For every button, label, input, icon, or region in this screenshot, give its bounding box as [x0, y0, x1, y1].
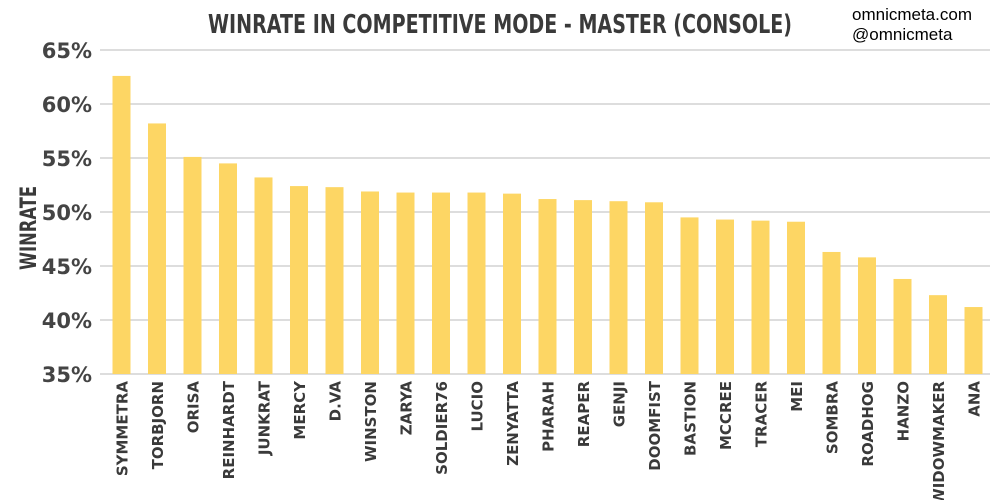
bar-genji	[609, 201, 628, 374]
category-label: MEI	[788, 381, 806, 412]
bar-orisa	[183, 156, 202, 374]
category-label: SOMBRA	[824, 381, 842, 454]
category-label: LUCIO	[469, 381, 487, 432]
bar-reinhardt	[219, 163, 237, 374]
bar-roadhog	[858, 257, 876, 374]
y-tick-label: 50%	[42, 201, 92, 225]
bar-zarya	[396, 192, 415, 374]
x-axis-categories: SYMMETRA TORBJORN ORISA REINHARDT JUNKRAT MER…	[114, 380, 984, 500]
bar-symmetra	[112, 75, 131, 375]
bar-hanzo	[893, 278, 912, 374]
bar-soldier76	[432, 192, 450, 374]
y-axis-label: WINRATE	[17, 186, 42, 270]
category-label: BASTION	[682, 381, 700, 456]
bar-torbjorn	[148, 123, 166, 374]
category-label: GENJI	[611, 381, 629, 427]
y-tick-label: 55%	[42, 147, 92, 171]
y-tick-label: 60%	[42, 93, 92, 117]
y-tick-label: 45%	[42, 255, 92, 279]
bar-mei	[787, 221, 805, 374]
y-tick-label: 65%	[42, 39, 92, 63]
bar-widowmaker	[929, 295, 947, 374]
y-tick-label: 35%	[42, 363, 92, 387]
category-label: HANZO	[895, 381, 913, 441]
category-label: SYMMETRA	[114, 381, 132, 477]
category-label: REINHARDT	[220, 380, 238, 479]
bar-ana	[964, 307, 983, 374]
y-axis-ticks: 35% 40% 45% 50% 55% 60% 65%	[42, 39, 92, 387]
bar-junkrat	[254, 177, 273, 374]
category-label: SOLDIER76	[433, 381, 451, 475]
category-label: TRACER	[753, 381, 771, 448]
category-label: REAPER	[575, 381, 593, 448]
category-label: D.VA	[327, 381, 345, 422]
category-label: ZENYATTA	[504, 381, 522, 466]
category-label: MCCREE	[717, 381, 735, 450]
category-label: WINSTON	[362, 381, 380, 462]
bar-mccree	[716, 219, 734, 374]
category-label: ORISA	[185, 381, 203, 434]
bar-tracer	[751, 220, 770, 374]
category-label: DOOMFIST	[646, 380, 664, 471]
bar-sombra	[822, 251, 841, 374]
category-label: JUNKRAT	[256, 380, 274, 456]
y-tick-label: 40%	[42, 309, 92, 333]
credit-website: omnicmeta.com	[852, 5, 972, 24]
bar-d-va	[325, 187, 344, 374]
category-label: MERCY	[291, 380, 309, 440]
category-label: ROADHOG	[859, 381, 877, 467]
bar-lucio	[467, 192, 486, 374]
bars	[112, 75, 983, 375]
chart-title: WINRATE IN COMPETITIVE MODE - MASTER (CO…	[208, 10, 792, 40]
category-label: ZARYA	[398, 381, 416, 436]
category-label: PHARAH	[540, 381, 558, 452]
bar-winston	[361, 191, 379, 374]
bar-pharah	[538, 199, 557, 374]
category-label: TORBJORN	[149, 381, 167, 469]
credit-handle: @omnicmeta	[852, 25, 953, 44]
bar-zenyatta	[503, 193, 521, 374]
bar-reaper	[574, 200, 592, 374]
bar-doomfist	[645, 202, 663, 374]
bar-bastion	[680, 217, 699, 374]
category-label: WIDOWMAKER	[930, 381, 948, 500]
category-label: ANA	[966, 381, 984, 417]
bar-mercy	[290, 186, 308, 374]
